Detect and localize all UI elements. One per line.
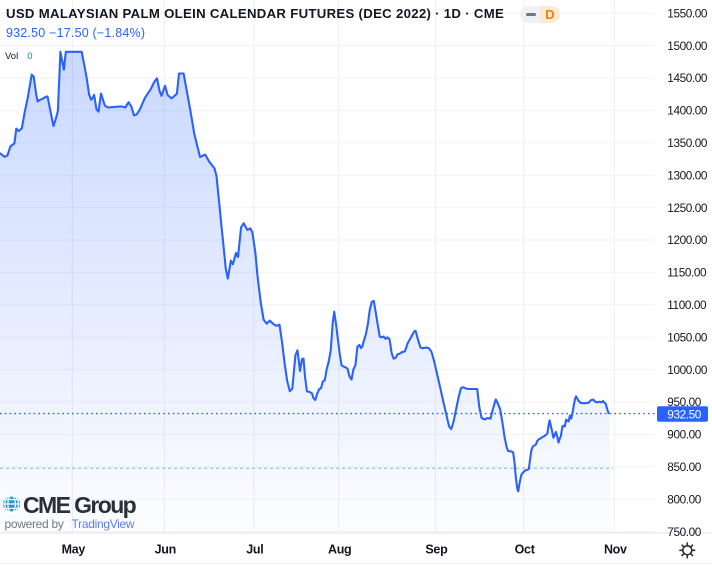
svg-text:Oct: Oct [515, 543, 536, 557]
svg-text:May: May [62, 543, 86, 557]
svg-text:900.00: 900.00 [667, 428, 701, 442]
svg-text:932.50: 932.50 [667, 407, 701, 421]
svg-text:850.00: 850.00 [667, 460, 701, 474]
svg-text:950.00: 950.00 [667, 395, 701, 409]
svg-text:Nov: Nov [604, 543, 627, 557]
svg-text:1400.00: 1400.00 [667, 104, 708, 118]
svg-text:1500.00: 1500.00 [667, 39, 708, 53]
svg-text:Jul: Jul [246, 543, 263, 557]
svg-text:1250.00: 1250.00 [667, 201, 708, 215]
svg-text:Aug: Aug [328, 543, 351, 557]
svg-text:750.00: 750.00 [667, 525, 701, 539]
svg-text:1000.00: 1000.00 [667, 363, 708, 377]
svg-text:Jun: Jun [155, 543, 176, 557]
svg-text:1450.00: 1450.00 [667, 71, 708, 85]
svg-text:Sep: Sep [425, 543, 448, 557]
svg-text:1300.00: 1300.00 [667, 168, 708, 182]
svg-text:1200.00: 1200.00 [667, 233, 708, 247]
svg-text:1350.00: 1350.00 [667, 136, 708, 150]
svg-text:1150.00: 1150.00 [667, 266, 707, 280]
svg-text:800.00: 800.00 [667, 492, 701, 506]
svg-text:1050.00: 1050.00 [667, 330, 708, 344]
svg-text:1550.00: 1550.00 [667, 6, 708, 20]
svg-text:1100.00: 1100.00 [667, 298, 707, 312]
